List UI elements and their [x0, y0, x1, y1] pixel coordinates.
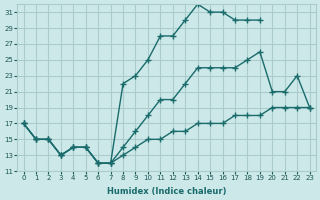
X-axis label: Humidex (Indice chaleur): Humidex (Indice chaleur) — [107, 187, 226, 196]
